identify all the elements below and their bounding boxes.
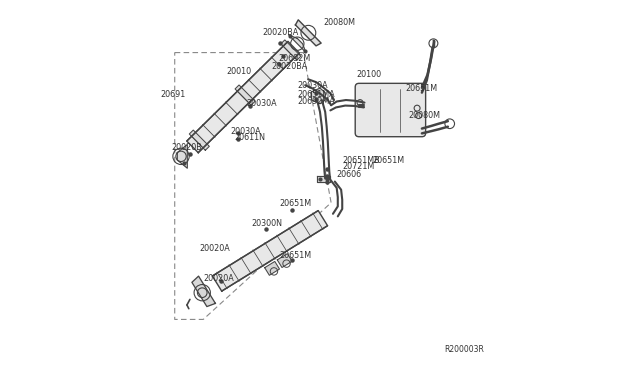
Text: 20651MB: 20651MB (342, 155, 380, 164)
Text: 20692M: 20692M (278, 54, 311, 62)
Text: 20030A: 20030A (230, 126, 261, 136)
Text: 20651M: 20651M (405, 84, 437, 93)
Text: 20010: 20010 (227, 67, 252, 76)
Text: 20606: 20606 (337, 170, 362, 179)
Text: 20020A: 20020A (204, 274, 234, 283)
Text: 20651M: 20651M (279, 251, 311, 260)
Text: 20691: 20691 (160, 90, 185, 99)
Polygon shape (265, 262, 280, 275)
Polygon shape (187, 41, 300, 153)
Text: 20651M: 20651M (279, 199, 311, 208)
Polygon shape (317, 176, 330, 182)
Polygon shape (192, 276, 216, 307)
Text: 20300N: 20300N (252, 219, 282, 228)
Polygon shape (296, 20, 321, 46)
Text: 20080M: 20080M (324, 19, 356, 28)
Polygon shape (189, 130, 209, 150)
FancyBboxPatch shape (355, 83, 426, 137)
Polygon shape (177, 144, 188, 168)
Text: 20020BA: 20020BA (272, 62, 308, 71)
Text: 20030A: 20030A (297, 81, 328, 90)
Text: 20020A: 20020A (200, 244, 230, 253)
Polygon shape (235, 85, 255, 105)
Text: 20721M: 20721M (342, 162, 374, 171)
Polygon shape (277, 254, 292, 267)
Polygon shape (433, 39, 434, 47)
Text: R200003R: R200003R (444, 344, 484, 353)
Text: 20030A: 20030A (246, 99, 277, 108)
Text: 20651M: 20651M (372, 155, 404, 164)
Text: 20611N: 20611N (234, 133, 265, 142)
Text: 20692MA: 20692MA (297, 97, 335, 106)
Polygon shape (312, 88, 325, 104)
Text: 20020B: 20020B (171, 142, 202, 151)
Text: 20100: 20100 (356, 70, 381, 78)
Text: 20020BA: 20020BA (262, 28, 299, 37)
Polygon shape (289, 35, 306, 52)
Polygon shape (212, 211, 328, 291)
Text: 20080M: 20080M (408, 111, 440, 120)
Polygon shape (281, 40, 301, 60)
Text: 20651MA: 20651MA (297, 90, 335, 99)
